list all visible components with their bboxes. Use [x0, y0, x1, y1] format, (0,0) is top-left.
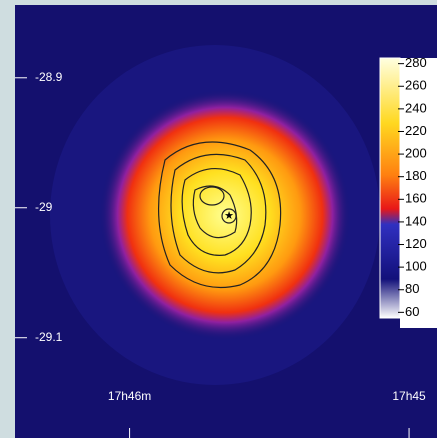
colorbar-tick-label: 200: [405, 146, 427, 161]
x-tick-label: 17h46m: [108, 389, 151, 403]
star-marker: ★: [224, 210, 234, 222]
colorbar-tick-label: 220: [405, 123, 427, 138]
x-tick-label: 17h45: [392, 389, 426, 403]
colorbar: [380, 58, 400, 318]
colorbar-tick-label: 100: [405, 259, 427, 274]
colorbar-tick-label: 180: [405, 168, 427, 183]
colorbar-tick-label: 240: [405, 100, 427, 115]
colorbar-tick-label: 160: [405, 191, 427, 206]
colorbar-tick-label: 140: [405, 213, 427, 228]
colorbar-tick-label: 80: [405, 281, 419, 296]
colorbar-tick-label: 120: [405, 236, 427, 251]
chart: ★ -28.9 -29 -29.1 17h46m 17h45 280 260 240 220 20…: [0, 0, 437, 438]
y-tick-label: -29.1: [35, 330, 63, 344]
colorbar-tick-label: 60: [405, 304, 419, 319]
y-tick-label: -28.9: [35, 70, 63, 84]
y-tick-label: -29: [35, 200, 53, 214]
colorbar-tick-label: 280: [405, 55, 427, 70]
colorbar-tick-label: 260: [405, 78, 427, 93]
